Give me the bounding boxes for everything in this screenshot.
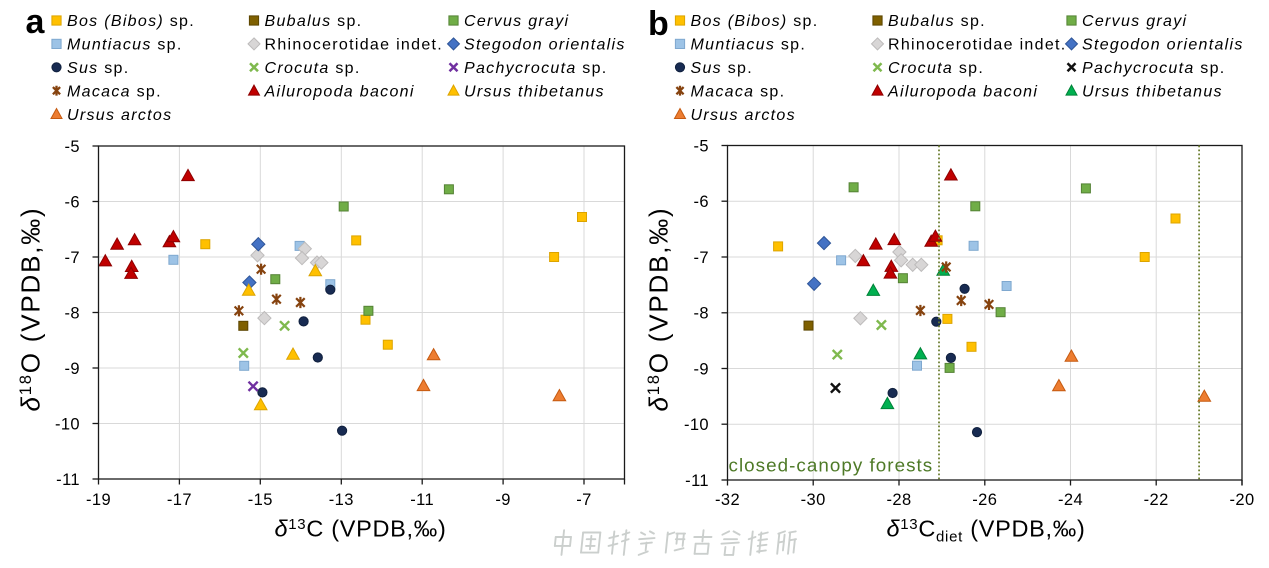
svg-text:Muntiacus sp.: Muntiacus sp. (67, 37, 183, 54)
svg-text:-9: -9 (694, 360, 709, 378)
svg-text:-30: -30 (801, 491, 826, 509)
svg-text:-5: -5 (694, 137, 709, 155)
svg-text:-9: -9 (65, 360, 80, 378)
svg-text:-7: -7 (694, 249, 709, 267)
svg-text:Macaca sp.: Macaca sp. (691, 83, 786, 100)
svg-text:Rhinocerotidae indet.: Rhinocerotidae indet. (888, 37, 1067, 54)
svg-text:-10: -10 (55, 415, 80, 433)
svg-text:-17: -17 (167, 491, 192, 509)
svg-text:δ18O (VPDB,‰): δ18O (VPDB,‰) (644, 207, 674, 412)
svg-text:-7: -7 (65, 249, 80, 267)
svg-text:Sus sp.: Sus sp. (67, 60, 129, 77)
svg-text:-6: -6 (694, 193, 709, 211)
svg-text:-9: -9 (495, 491, 510, 509)
svg-text:-7: -7 (576, 491, 591, 509)
svg-text:Ursus arctos: Ursus arctos (691, 107, 796, 124)
svg-text:a: a (26, 3, 46, 41)
svg-text:Muntiacus sp.: Muntiacus sp. (691, 37, 807, 54)
svg-text:-10: -10 (684, 416, 709, 434)
svg-text:-22: -22 (1144, 491, 1169, 509)
svg-text:δ13C (VPDB,‰): δ13C (VPDB,‰) (274, 516, 446, 542)
svg-text:Sus sp.: Sus sp. (691, 60, 753, 77)
svg-text:δ18O (VPDB,‰): δ18O (VPDB,‰) (16, 207, 46, 412)
svg-text:δ13Cdiet (VPDB,‰): δ13Cdiet (VPDB,‰) (886, 516, 1085, 546)
svg-text:-32: -32 (715, 491, 740, 509)
svg-text:-13: -13 (329, 491, 354, 509)
svg-text:Macaca sp.: Macaca sp. (67, 83, 162, 100)
svg-text:-15: -15 (248, 491, 273, 509)
svg-text:-8: -8 (694, 305, 709, 323)
svg-text:-28: -28 (886, 491, 911, 509)
svg-text:b: b (648, 5, 669, 43)
svg-text:-11: -11 (685, 472, 709, 490)
svg-text:-5: -5 (65, 138, 80, 156)
svg-text:Crocuta sp.: Crocuta sp. (265, 60, 361, 77)
svg-text:Stegodon orientalis: Stegodon orientalis (464, 37, 626, 54)
svg-text:Pachycrocuta sp.: Pachycrocuta sp. (1082, 60, 1226, 77)
svg-text:Ursus thibetanus: Ursus thibetanus (1082, 83, 1223, 100)
svg-text:-8: -8 (65, 304, 80, 322)
svg-text:Pachycrocuta sp.: Pachycrocuta sp. (464, 60, 608, 77)
svg-text:Cervus grayi: Cervus grayi (464, 13, 569, 30)
svg-text:closed-canopy forests: closed-canopy forests (729, 454, 934, 475)
svg-text:-20: -20 (1229, 491, 1254, 509)
svg-text:Bos (Bibos) sp.: Bos (Bibos) sp. (67, 13, 195, 30)
svg-text:Ailuropoda baconi: Ailuropoda baconi (887, 83, 1038, 100)
svg-text:-6: -6 (65, 193, 80, 211)
svg-text:Bubalus sp.: Bubalus sp. (265, 13, 363, 30)
svg-text:Rhinocerotidae indet.: Rhinocerotidae indet. (265, 37, 444, 54)
svg-text:-19: -19 (86, 491, 111, 509)
svg-text:-26: -26 (972, 491, 997, 509)
svg-text:Crocuta sp.: Crocuta sp. (888, 60, 984, 77)
svg-text:-11: -11 (410, 491, 434, 509)
svg-text:Ailuropoda baconi: Ailuropoda baconi (264, 83, 415, 100)
svg-text:Ursus arctos: Ursus arctos (67, 107, 172, 124)
svg-text:Bubalus sp.: Bubalus sp. (888, 13, 986, 30)
svg-text:-24: -24 (1058, 491, 1083, 509)
svg-text:Cervus grayi: Cervus grayi (1082, 13, 1187, 30)
svg-text:-11: -11 (56, 471, 80, 489)
svg-text:Bos (Bibos) sp.: Bos (Bibos) sp. (691, 13, 819, 30)
svg-text:Stegodon orientalis: Stegodon orientalis (1082, 37, 1244, 54)
svg-text:Ursus thibetanus: Ursus thibetanus (464, 83, 605, 100)
